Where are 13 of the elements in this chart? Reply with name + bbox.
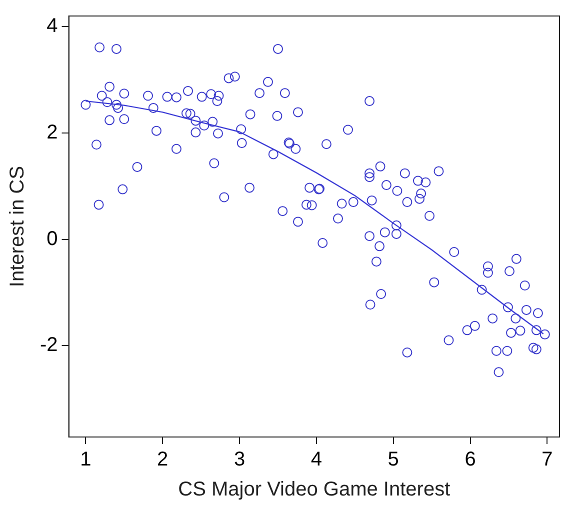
x-tick-label: 7 <box>542 448 553 471</box>
y-axis-title: Interest in CS <box>6 166 29 288</box>
y-tick-label: 0 <box>46 228 58 250</box>
y-tick-label: -2 <box>40 334 58 356</box>
y-tick-label: 4 <box>46 15 58 38</box>
x-axis-title: CS Major Video Game Interest <box>178 478 451 501</box>
x-tick-label: 1 <box>80 448 92 471</box>
x-tick-label: 2 <box>157 448 168 471</box>
x-tick-label: 6 <box>464 448 476 471</box>
y-tick-label: 2 <box>46 121 58 144</box>
x-tick-label: 5 <box>388 448 399 471</box>
x-tick-label: 3 <box>234 448 246 471</box>
x-tick-label: 4 <box>310 448 322 471</box>
